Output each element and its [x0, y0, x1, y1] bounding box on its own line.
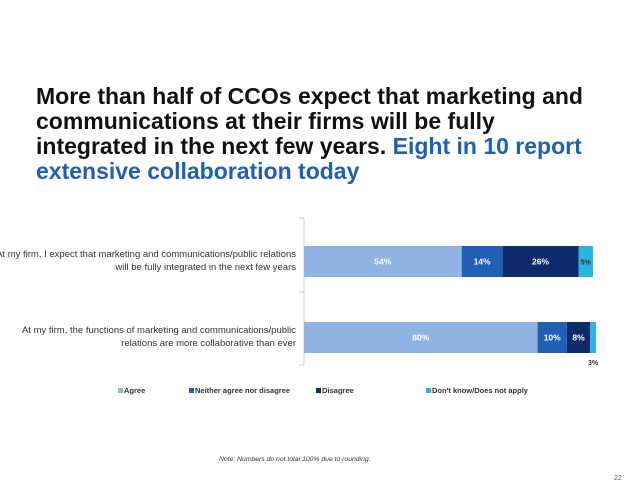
data-label: 8%	[572, 333, 585, 343]
data-label: 14%	[474, 257, 491, 267]
bar-segment	[578, 246, 594, 277]
bar-segment	[461, 246, 503, 277]
legend-label: Don't know/Does not apply	[432, 386, 529, 395]
bar-segment	[537, 322, 567, 353]
bar-segment	[304, 246, 462, 277]
page-title: More than half of CCOs expect that marke…	[36, 84, 596, 184]
legend-label: Agree	[124, 386, 145, 395]
title-accent: Eight in 10 report extensive collaborati…	[36, 133, 582, 184]
category-label: At my firm, I expect that marketing and …	[0, 249, 296, 273]
legend-swatch	[316, 388, 321, 393]
bar-segment	[590, 322, 596, 353]
category-label: At my firm, the functions of marketing a…	[22, 325, 296, 349]
bar-segment	[304, 322, 538, 353]
legend-label: Neither agree nor disagree	[195, 386, 290, 395]
data-label: 54%	[374, 257, 391, 267]
title-main: More than half of CCOs expect that marke…	[36, 83, 583, 159]
bar-segment	[502, 246, 579, 277]
legend-swatch	[426, 388, 431, 393]
footnote: Note: Numbers do not total 100% due to r…	[219, 456, 371, 463]
legend-swatch	[118, 388, 123, 393]
data-label: 3%	[588, 360, 599, 367]
data-label: 26%	[532, 257, 549, 267]
data-label: 10%	[544, 333, 561, 343]
bar-segment	[566, 322, 591, 353]
data-label: 80%	[412, 333, 429, 343]
legend-label: Disagree	[322, 386, 354, 395]
data-label: 5%	[581, 260, 592, 267]
page-number: 22	[614, 475, 622, 482]
legend-swatch	[189, 388, 194, 393]
